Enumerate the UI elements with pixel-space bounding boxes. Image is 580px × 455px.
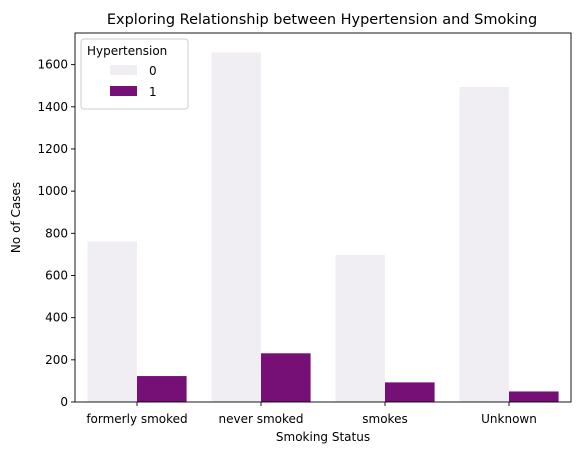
y-tick-label: 400 <box>45 311 68 325</box>
x-tick-label: formerly smoked <box>86 412 187 426</box>
y-tick-label: 1600 <box>37 58 68 72</box>
bar-unknown-hypertension-0 <box>459 86 509 402</box>
bar-never-smoked-hypertension-0 <box>211 52 261 403</box>
bar-formerly-smoked-hypertension-1 <box>137 376 187 402</box>
plot-frame <box>74 32 572 403</box>
y-tick-label: 800 <box>45 226 68 240</box>
bar-smokes-hypertension-1 <box>385 382 435 402</box>
y-tick-label: 0 <box>60 395 68 409</box>
bar-smokes-hypertension-0 <box>335 255 385 402</box>
y-tick-label: 600 <box>45 268 68 282</box>
legend-entries: 01 <box>110 64 157 99</box>
bar-never-smoked-hypertension-1 <box>261 353 311 402</box>
y-tick-label: 1000 <box>37 184 68 198</box>
y-axis: 0 200 400 600 800 1000 1200 1400 1600 <box>37 58 75 409</box>
x-axis-label: Smoking Status <box>276 430 370 444</box>
x-tick-label: smokes <box>362 412 407 426</box>
legend-swatch-0 <box>110 65 137 75</box>
legend-title: Hypertension <box>87 44 167 58</box>
y-tick-label: 1200 <box>37 142 68 156</box>
bars <box>87 52 559 403</box>
legend-label-0: 0 <box>149 64 157 78</box>
x-axis: formerly smoked never smoked smokes Unknown <box>86 402 537 426</box>
legend-swatch-1 <box>110 86 137 96</box>
legend: Hypertension 01 <box>80 38 189 110</box>
y-tick-label: 200 <box>45 353 68 367</box>
chart-title: Exploring Relationship between Hypertens… <box>107 12 537 28</box>
bar-formerly-smoked-hypertension-0 <box>87 241 137 402</box>
bar-unknown-hypertension-1 <box>509 391 559 402</box>
x-tick-label: never smoked <box>218 412 303 426</box>
y-tick-label: 1400 <box>37 100 68 114</box>
y-axis-label: No of Cases <box>9 182 23 253</box>
legend-label-1: 1 <box>149 85 157 99</box>
x-tick-label: Unknown <box>481 412 537 426</box>
